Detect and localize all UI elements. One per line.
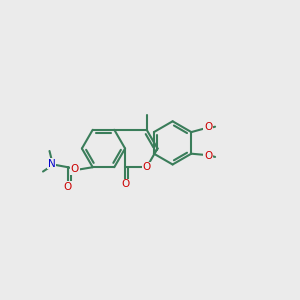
Text: O: O bbox=[204, 122, 212, 132]
Text: O: O bbox=[121, 179, 129, 190]
Text: O: O bbox=[204, 151, 212, 161]
Text: O: O bbox=[142, 162, 151, 172]
Text: O: O bbox=[71, 164, 79, 174]
Text: N: N bbox=[48, 159, 56, 169]
Text: O: O bbox=[64, 182, 72, 192]
